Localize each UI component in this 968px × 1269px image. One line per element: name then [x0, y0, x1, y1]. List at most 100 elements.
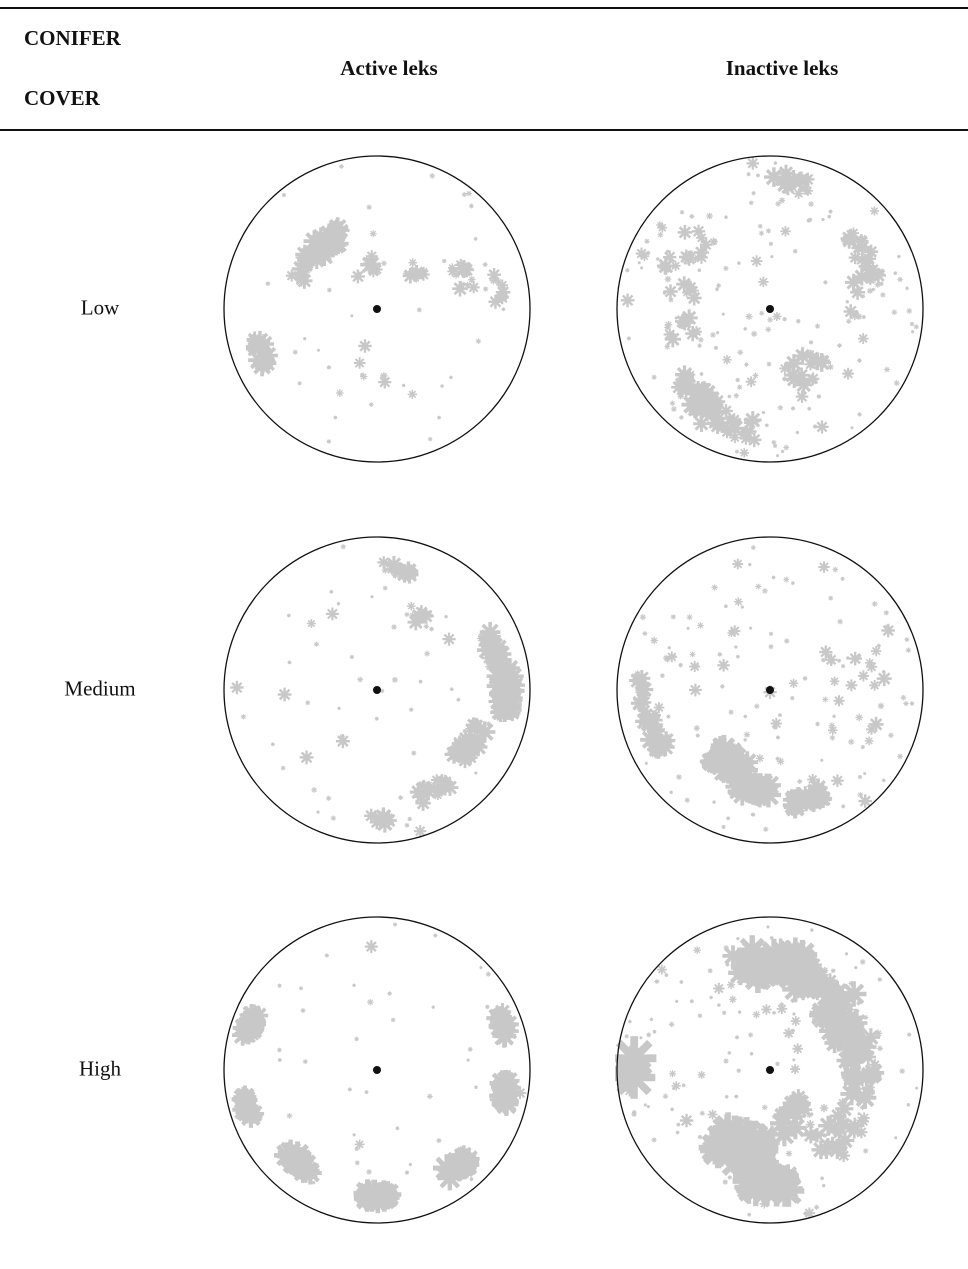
data-point [378, 375, 392, 389]
data-point [466, 1058, 470, 1062]
data-point [336, 389, 344, 397]
data-point [381, 260, 387, 267]
data-point [715, 331, 720, 335]
data-point [504, 707, 517, 720]
data-point [353, 357, 366, 369]
data-point [822, 973, 838, 989]
data-point [841, 804, 846, 809]
data-point [837, 618, 843, 625]
data-point [287, 613, 291, 618]
data-point [644, 238, 650, 244]
data-point [750, 255, 763, 267]
data-point [475, 338, 482, 344]
data-point [409, 564, 414, 569]
data-point [858, 794, 872, 808]
data-point [277, 1047, 282, 1053]
data-point [857, 333, 869, 344]
data-point [734, 1094, 739, 1099]
data-point [428, 436, 433, 442]
data-point [741, 1173, 759, 1191]
data-point [655, 728, 662, 735]
data-point [737, 384, 743, 390]
data-point [699, 1110, 705, 1116]
data-point [366, 1169, 372, 1175]
data-point [635, 247, 648, 260]
data-point [837, 658, 841, 663]
data-point [414, 825, 427, 838]
data-point [817, 1013, 829, 1025]
plot-low-inactive [616, 155, 924, 463]
data-point [492, 660, 500, 668]
data-point [297, 381, 302, 386]
data-point [828, 722, 835, 729]
data-point [717, 659, 730, 672]
data-point [909, 321, 915, 327]
data-point [871, 287, 876, 292]
data-point [761, 410, 765, 415]
data-point [814, 1204, 820, 1210]
data-point [819, 645, 833, 659]
data-point [792, 1012, 796, 1016]
data-point [395, 1126, 400, 1131]
data-point [377, 556, 390, 569]
data-point [905, 647, 911, 653]
data-point [729, 995, 737, 1004]
data-point [752, 1010, 761, 1019]
data-point [711, 238, 718, 245]
data-point [877, 977, 883, 982]
data-point [675, 365, 694, 385]
row-label-high: High [79, 1056, 121, 1081]
data-point [827, 214, 832, 219]
table-top-rule [0, 7, 968, 9]
data-point [402, 268, 418, 284]
data-point [755, 583, 762, 590]
data-point [846, 318, 852, 324]
data-point [758, 230, 765, 236]
data-point [865, 1082, 875, 1092]
data-point [496, 279, 508, 291]
data-point [775, 1061, 780, 1067]
data-point [466, 190, 472, 197]
data-point [843, 304, 858, 319]
data-point [337, 706, 341, 710]
data-point [745, 313, 753, 321]
data-point [862, 1066, 882, 1086]
data-point [713, 982, 725, 995]
data-point [669, 790, 673, 795]
data-point [411, 750, 417, 756]
data-point [761, 1004, 772, 1015]
data-point [639, 1036, 643, 1040]
data-point [393, 922, 397, 927]
data-point [779, 1002, 785, 1008]
data-point [671, 1081, 681, 1091]
data-point [790, 1016, 801, 1026]
data-point [686, 626, 690, 630]
data-point [697, 343, 702, 348]
data-point [671, 406, 677, 412]
data-point [485, 971, 491, 977]
data-point [391, 676, 398, 683]
data-point [679, 415, 684, 420]
data-point [277, 983, 282, 988]
data-point [721, 312, 725, 316]
data-point [651, 374, 657, 380]
data-point [325, 224, 337, 236]
data-point [367, 999, 374, 1006]
data-point [717, 1003, 721, 1007]
data-point [842, 367, 854, 380]
data-point [876, 643, 881, 648]
data-point [249, 1010, 258, 1018]
data-point [728, 625, 741, 637]
data-point [483, 640, 492, 649]
data-point [664, 656, 671, 663]
data-point [416, 307, 422, 313]
data-point [260, 353, 276, 368]
data-point [286, 1113, 293, 1119]
data-point [675, 1130, 680, 1135]
point-cloud [629, 545, 915, 832]
data-point [431, 1005, 435, 1009]
lek-center-dot [766, 1066, 774, 1074]
data-point [728, 960, 753, 986]
data-point [469, 719, 484, 734]
data-point [468, 275, 476, 284]
